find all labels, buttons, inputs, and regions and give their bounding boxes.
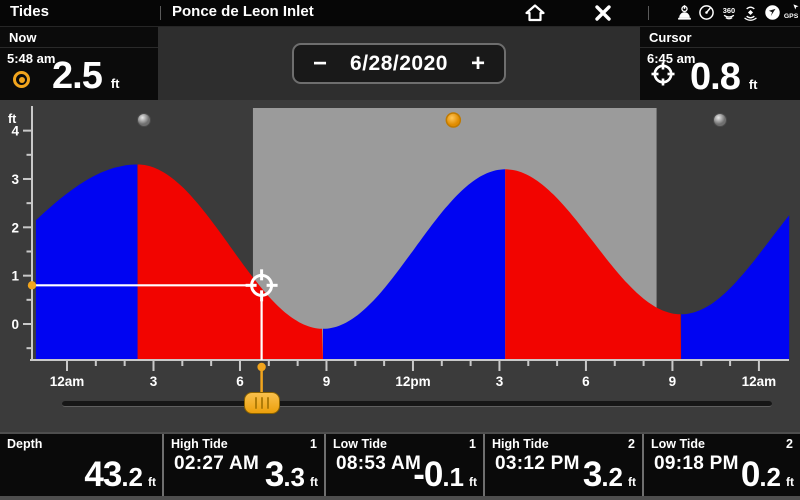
x-tick-label: 3 bbox=[496, 374, 504, 389]
cell-index: 1 bbox=[310, 437, 317, 451]
bottom-bezel bbox=[0, 496, 800, 500]
cursor-value: 0.8 bbox=[690, 56, 741, 98]
close-icon[interactable] bbox=[594, 4, 612, 27]
y-tick-label: 2 bbox=[11, 220, 19, 235]
high-tide-1-cell: High Tide 1 02:27 AM 3.3 ft bbox=[162, 434, 324, 500]
cursor-time-dot bbox=[257, 362, 266, 372]
y-axis-unit-label: ft bbox=[8, 112, 17, 126]
power-transducer-icon bbox=[676, 4, 693, 26]
header-divider bbox=[160, 6, 161, 20]
depth-cell: Depth 43.2 ft bbox=[0, 434, 162, 500]
now-time: 5:48 am bbox=[7, 51, 56, 66]
cell-value: 0.2 ft bbox=[740, 455, 794, 494]
y-tick-label: 1 bbox=[11, 269, 19, 284]
x-tick-label: 12am bbox=[742, 374, 777, 389]
x-tick-label: 12am bbox=[50, 374, 85, 389]
time-slider-track[interactable] bbox=[62, 401, 772, 407]
x-tick-label: 6 bbox=[582, 374, 590, 389]
now-unit: ft bbox=[110, 76, 120, 91]
cursor-axis-dot bbox=[27, 281, 37, 290]
header-bar: Tides Ponce de Leon Inlet 360 GPS bbox=[0, 0, 800, 27]
chart-cursor-crosshair[interactable] bbox=[245, 269, 278, 302]
cell-unit: ft bbox=[469, 475, 477, 489]
tide-chart[interactable]: 0 1 2 3 4ft 12am 3 6 9 12pm 3 6 9 12am bbox=[0, 100, 800, 432]
x-tick-label: 12pm bbox=[395, 374, 430, 389]
moon-icon bbox=[136, 113, 151, 127]
now-value: 2.5 bbox=[52, 55, 103, 97]
x-tick-label: 9 bbox=[669, 374, 677, 389]
tide-curve-segment-falling bbox=[137, 164, 323, 360]
cursor-unit: ft bbox=[748, 77, 758, 92]
y-tick-label: 0 bbox=[11, 317, 19, 332]
home-icon[interactable] bbox=[524, 3, 546, 28]
date-selector: − 6/28/2020 + bbox=[292, 43, 506, 84]
tide-curve-segment-falling bbox=[505, 169, 682, 360]
high-tide-2-cell: High Tide 2 03:12 PM 3.2 ft bbox=[483, 434, 642, 500]
time-slider-handle[interactable] bbox=[243, 392, 280, 414]
low-tide-1-cell: Low Tide 1 08:53 AM -0.1 ft bbox=[324, 434, 483, 500]
cell-label: Depth bbox=[7, 437, 43, 451]
tide-curve-segment-rising bbox=[35, 164, 138, 360]
cell-label: High Tide bbox=[492, 437, 549, 451]
cell-unit: ft bbox=[628, 475, 636, 489]
gps-icon: GPS bbox=[783, 3, 800, 26]
cell-time: 09:18 PM bbox=[654, 453, 739, 474]
x-tick-label: 9 bbox=[323, 374, 331, 389]
header-divider-2 bbox=[648, 6, 649, 20]
cell-index: 2 bbox=[628, 437, 635, 451]
heading-sensor-icon bbox=[764, 4, 781, 26]
now-panel-label: Now bbox=[0, 27, 158, 48]
station-name: Ponce de Leon Inlet bbox=[172, 3, 314, 20]
cell-unit: ft bbox=[310, 475, 318, 489]
radar-icon bbox=[698, 4, 715, 26]
svg-text:360: 360 bbox=[723, 6, 735, 15]
svg-text:GPS: GPS bbox=[784, 13, 799, 20]
moon-icon bbox=[712, 113, 727, 127]
cell-label: High Tide bbox=[171, 437, 228, 451]
cursor-panel: Cursor 6:45 am 0.8 ft bbox=[640, 27, 800, 100]
bottom-data-bar: Depth 43.2 ft High Tide 1 02:27 AM 3.3 ft Low Ti… bbox=[0, 432, 800, 500]
x-tick-label: 3 bbox=[150, 374, 158, 389]
cell-value: 3.2 ft bbox=[582, 455, 636, 494]
date-prev-button[interactable]: − bbox=[312, 49, 327, 77]
cell-index: 1 bbox=[469, 437, 476, 451]
y-tick-label: 4 bbox=[11, 124, 19, 139]
cell-value: -0.1 ft bbox=[413, 455, 477, 494]
x-tick-label: 6 bbox=[236, 374, 244, 389]
cell-value: 3.3 ft bbox=[264, 455, 318, 494]
tide-curve-segment-rising bbox=[681, 215, 790, 360]
cursor-time: 6:45 am bbox=[647, 51, 696, 66]
cursor-panel-label: Cursor bbox=[640, 27, 800, 48]
tide-curve-segment-rising bbox=[323, 169, 506, 360]
cell-label: Low Tide bbox=[333, 437, 387, 451]
date-panel: − 6/28/2020 + bbox=[158, 27, 640, 100]
now-panel: Now 5:48 am 2.5 ft bbox=[0, 27, 158, 100]
cell-unit: ft bbox=[148, 475, 156, 489]
date-value[interactable]: 6/28/2020 bbox=[350, 51, 448, 75]
cell-label: Low Tide bbox=[651, 437, 705, 451]
date-next-button[interactable]: + bbox=[470, 49, 485, 77]
cell-unit: ft bbox=[786, 475, 794, 489]
cell-value: 43.2 ft bbox=[84, 455, 156, 494]
cell-time: 02:27 AM bbox=[174, 453, 260, 474]
cursor-crosshair-icon bbox=[648, 59, 678, 94]
cell-time: 08:53 AM bbox=[336, 453, 422, 474]
now-bullseye-icon bbox=[13, 71, 30, 88]
sonar-icon bbox=[742, 4, 759, 26]
low-tide-2-cell: Low Tide 2 09:18 PM 0.2 ft bbox=[642, 434, 800, 500]
y-tick-label: 3 bbox=[11, 172, 19, 187]
360-imaging-icon: 360 bbox=[720, 4, 738, 26]
cell-index: 2 bbox=[786, 437, 793, 451]
sun-icon bbox=[445, 112, 462, 128]
app-title: Tides bbox=[10, 3, 49, 20]
cell-time: 03:12 PM bbox=[495, 453, 580, 474]
